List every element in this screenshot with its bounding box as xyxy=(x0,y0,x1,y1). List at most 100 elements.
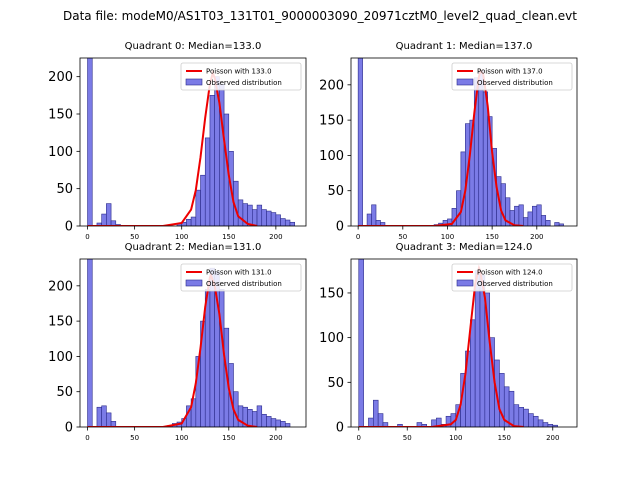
histogram-bar xyxy=(252,209,258,226)
y-tick-label: 200 xyxy=(48,279,73,294)
histogram-bar xyxy=(284,423,291,427)
histogram-bar xyxy=(377,413,384,427)
histogram-bar xyxy=(532,205,538,226)
histogram-bar xyxy=(266,210,272,226)
histogram-bar xyxy=(87,58,93,226)
histogram-bar xyxy=(237,199,244,226)
histogram-bar xyxy=(470,319,476,427)
histogram-bar xyxy=(280,218,286,226)
legend-bar-swatch xyxy=(185,279,203,287)
histogram-bar xyxy=(106,203,112,226)
histogram-bar xyxy=(537,419,544,427)
histogram-bar xyxy=(518,407,524,427)
y-tick-label: 150 xyxy=(48,315,73,330)
x-tick-label: 200 xyxy=(530,233,543,241)
histogram-bar xyxy=(200,174,206,226)
y-tick-label: 200 xyxy=(319,78,344,93)
y-tick-label: 50 xyxy=(327,376,344,391)
y-tick-label: 50 xyxy=(56,182,73,197)
histogram-bar xyxy=(528,413,534,427)
histogram-bar xyxy=(523,408,529,427)
subplot-title: Quadrant 1: Median=137.0 xyxy=(396,41,533,52)
histogram-bar xyxy=(474,270,481,427)
y-tick-label: 100 xyxy=(319,149,344,164)
histogram-bar xyxy=(204,137,211,226)
x-tick-label: 100 xyxy=(449,434,462,442)
y-tick-label: 50 xyxy=(56,385,73,400)
x-tick-label: 50 xyxy=(398,233,407,241)
histogram-bar xyxy=(436,417,442,427)
legend: Poisson with 124.0 Observed distribution xyxy=(451,263,573,292)
poisson-curve xyxy=(87,272,258,427)
histogram-bar xyxy=(554,222,560,226)
legend-entry-poisson: Poisson with 137.0 xyxy=(477,68,543,76)
histogram-bar xyxy=(96,406,102,427)
x-tick-label: 50 xyxy=(130,233,139,241)
histogram-bar xyxy=(478,70,484,226)
legend: Poisson with 133.0 Observed distribution xyxy=(180,62,302,91)
legend-entry-poisson: Poisson with 131.0 xyxy=(206,269,272,277)
y-tick-label: 0 xyxy=(65,220,73,235)
histogram-bar xyxy=(209,95,215,226)
x-tick-label: 150 xyxy=(222,434,235,442)
legend-entry-observed: Observed distribution xyxy=(206,280,282,288)
legend-bar-swatch xyxy=(456,279,474,287)
y-tick-label: 150 xyxy=(319,286,344,301)
subplot-quadrant-2: Quadrant 2: Median=131.0 0 50 100 150 200 0 50… xyxy=(48,242,307,442)
x-tick-label: 0 xyxy=(85,434,89,442)
y-tick-label: 0 xyxy=(336,220,344,235)
x-tick-label: 0 xyxy=(85,233,89,241)
x-tick-label: 150 xyxy=(222,233,235,241)
histogram-bar xyxy=(552,424,558,427)
subplot-title: Quadrant 3: Median=124.0 xyxy=(396,242,533,253)
histogram-bar xyxy=(518,204,524,226)
histogram-bar xyxy=(106,412,112,427)
legend-bar-swatch xyxy=(456,78,474,86)
histogram-bar xyxy=(261,209,267,226)
histogram-bar xyxy=(204,289,211,427)
legend-box xyxy=(180,263,302,292)
histogram-bar xyxy=(237,405,244,427)
legend-entry-poisson: Poisson with 124.0 xyxy=(477,269,543,277)
y-tick-label: 150 xyxy=(48,108,73,123)
histogram-bar xyxy=(209,267,215,427)
poisson-curve xyxy=(358,68,524,226)
subplot-quadrant-0: Quadrant 0: Median=133.0 0 50 100 150 200 0 50… xyxy=(48,41,307,241)
y-tick-label: 150 xyxy=(319,114,344,129)
histogram-bar xyxy=(536,204,542,226)
histogram-bar xyxy=(256,204,263,226)
poisson-curve xyxy=(358,264,524,427)
histogram-bar xyxy=(219,289,225,427)
histogram-bar xyxy=(513,404,520,427)
histogram-bar xyxy=(270,212,277,226)
subplot-title: Quadrant 0: Median=133.0 xyxy=(125,41,262,52)
histogram-bar xyxy=(558,223,564,226)
histogram-bar xyxy=(252,411,258,427)
histogram-bar xyxy=(421,424,427,427)
histogram-bar xyxy=(456,190,462,226)
histogram-bar xyxy=(261,413,267,427)
y-tick-label: 100 xyxy=(48,145,73,160)
histogram-bar xyxy=(366,213,372,226)
subplot-quadrant-1: Quadrant 1: Median=137.0 0 50 100 150 200 0 50… xyxy=(319,41,578,241)
histogram-bar xyxy=(357,58,363,226)
histogram-bar xyxy=(514,205,520,226)
x-tick-label: 100 xyxy=(441,233,454,241)
x-tick-label: 0 xyxy=(357,434,361,442)
y-tick-label: 100 xyxy=(319,331,344,346)
histogram-bar xyxy=(540,215,547,226)
axes-frame xyxy=(350,57,578,227)
subplot-title: Quadrant 2: Median=131.0 xyxy=(125,242,262,253)
histogram-bar xyxy=(87,259,93,427)
x-tick-label: 150 xyxy=(485,233,498,241)
histogram-bar xyxy=(545,220,551,226)
x-tick-label: 200 xyxy=(269,434,282,442)
legend: Poisson with 131.0 Observed distribution xyxy=(180,263,302,292)
histogram-bar xyxy=(397,424,403,427)
legend-entry-observed: Observed distribution xyxy=(206,79,282,87)
axes-frame xyxy=(350,258,578,428)
x-tick-label: 150 xyxy=(498,434,511,442)
histogram-bar xyxy=(523,217,529,226)
y-tick-label: 0 xyxy=(65,421,73,436)
